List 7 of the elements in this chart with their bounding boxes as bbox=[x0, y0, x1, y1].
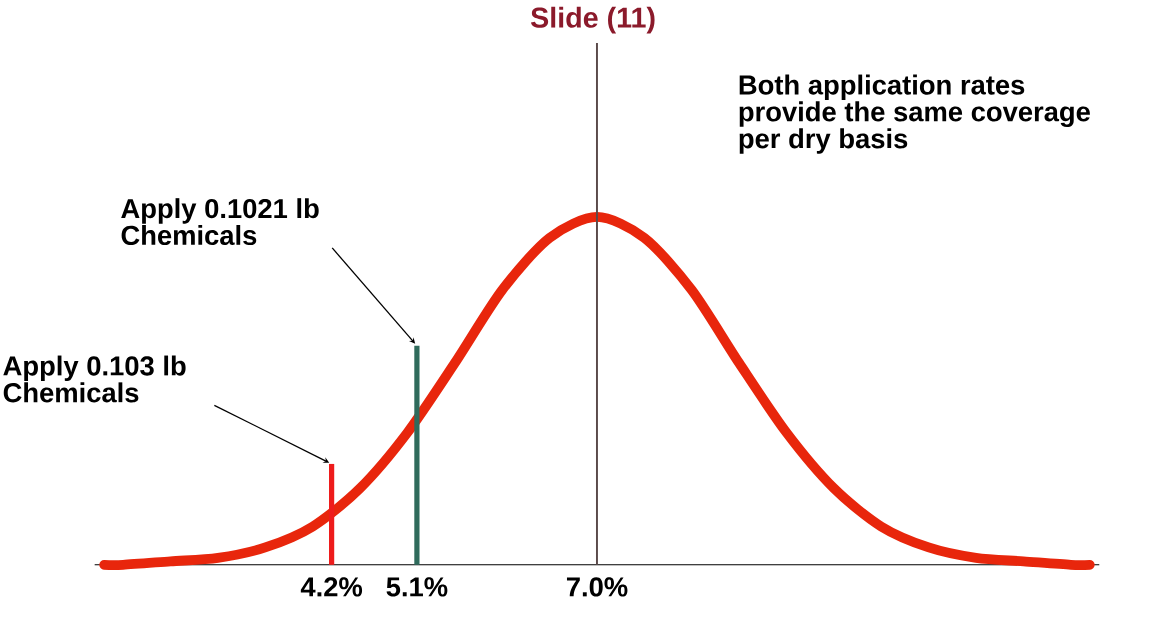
annotation: Apply 0.103 lb Chemicals bbox=[3, 355, 186, 403]
x-tick-label: 7.0% bbox=[566, 577, 628, 597]
x-tick-label: 4.2% bbox=[300, 577, 363, 597]
chart-title: Slide (11) bbox=[530, 6, 655, 34]
x-tick-label: 5.1% bbox=[386, 577, 448, 597]
annotation: Apply 0.1021 lb Chemicals bbox=[121, 198, 319, 245]
text: Both application rates provide the same coverage per dry basis bbox=[739, 74, 1090, 154]
